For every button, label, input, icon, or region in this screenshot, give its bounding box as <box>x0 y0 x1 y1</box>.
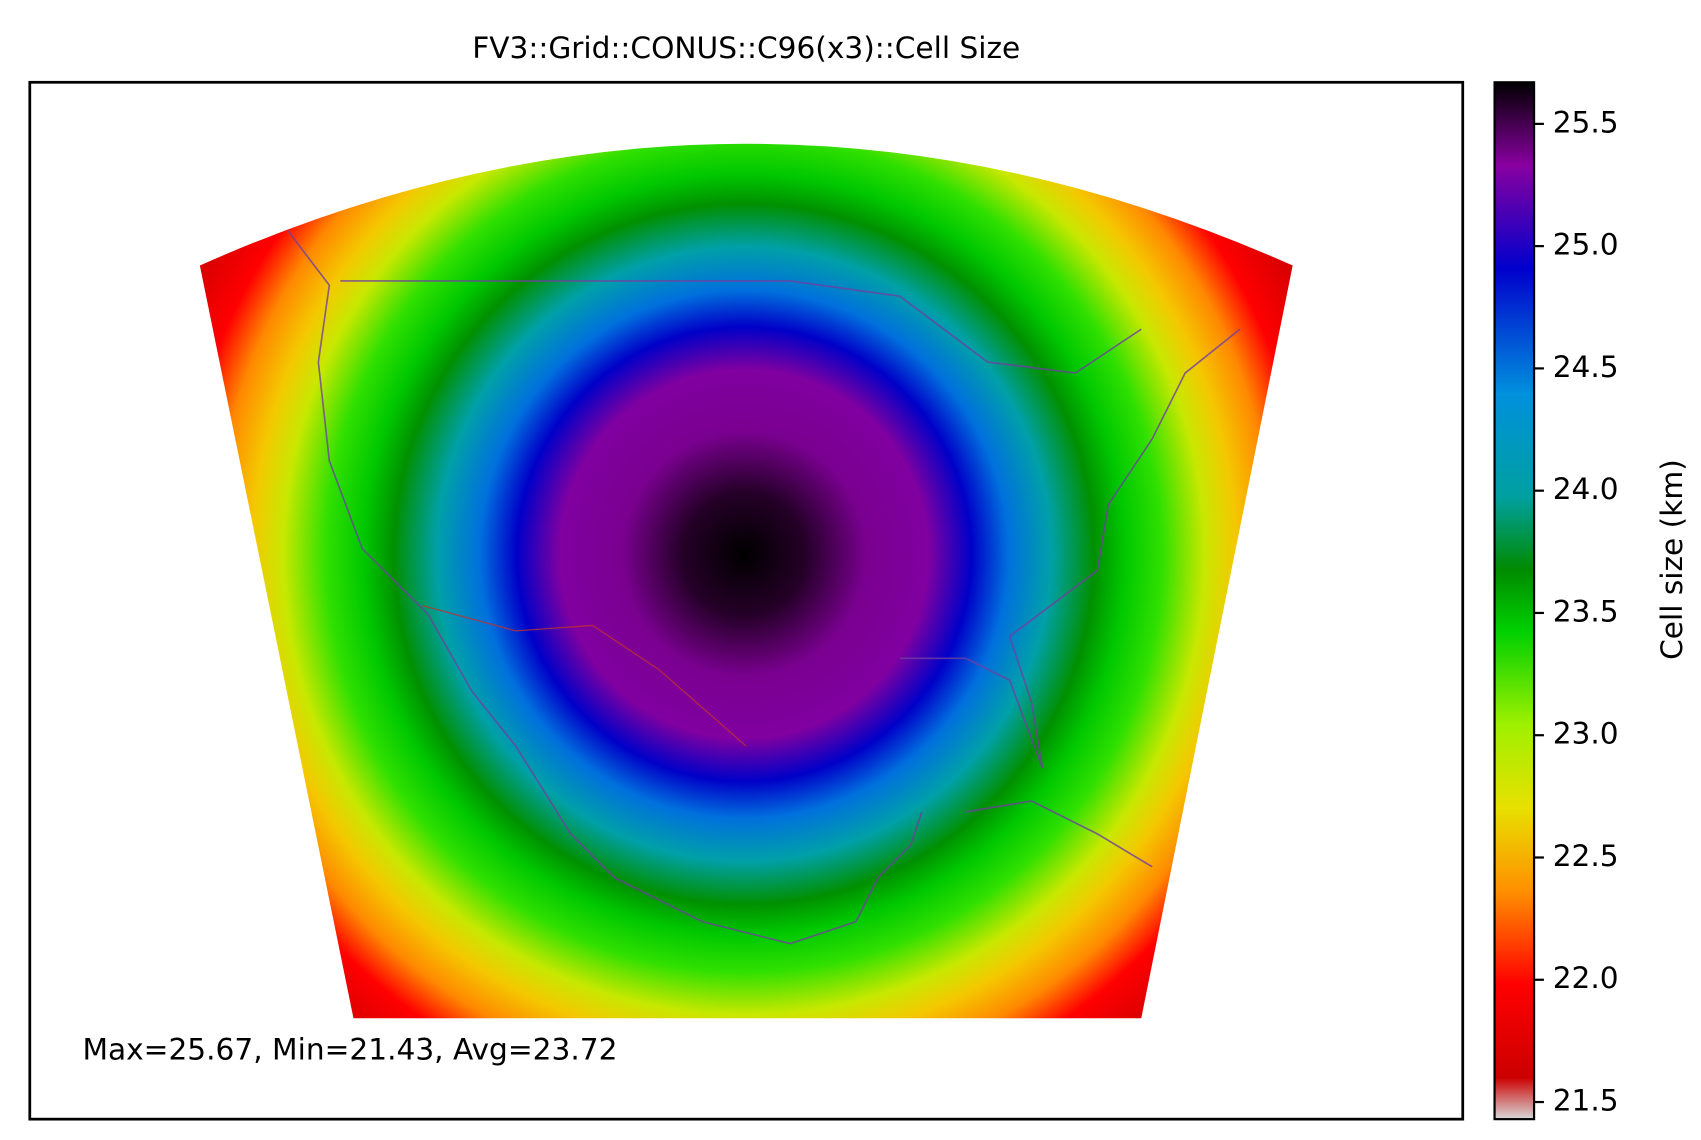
title: FV3::Grid::CONUS::C96(x3)::Cell Size <box>472 31 1020 65</box>
coastlines <box>286 229 1241 945</box>
colorbar-tick-label: 24.5 <box>1553 350 1619 384</box>
colorbar-tick-label: 24.0 <box>1553 472 1619 506</box>
colorbar-tick-label: 21.5 <box>1553 1084 1619 1118</box>
map-frame <box>28 80 1465 1121</box>
map-area: Max=25.67, Min=21.43, Avg=23.72 <box>82 143 1293 1067</box>
colorbar-tick-label: 22.5 <box>1553 839 1619 873</box>
borders <box>422 605 747 747</box>
stats-annotation: Max=25.67, Min=21.43, Avg=23.72 <box>82 1033 617 1067</box>
colorbar-tick-label: 25.0 <box>1553 228 1619 262</box>
colorbar-tick-label: 22.0 <box>1553 961 1619 995</box>
colorbar-tick-label: 25.5 <box>1553 105 1619 139</box>
colorbar-tick-label: 23.0 <box>1553 717 1619 751</box>
colorbar-tick-label: 23.5 <box>1553 594 1619 628</box>
colorbar-label: Cell size (km) <box>1655 459 1689 660</box>
colorbar <box>1493 81 1536 1121</box>
cell-size-field <box>199 143 1293 1019</box>
colorbar-ticks: 21.5 22.0 22.5 23.0 23.5 24.0 24.5 25.0 25.5 <box>1534 105 1619 1118</box>
